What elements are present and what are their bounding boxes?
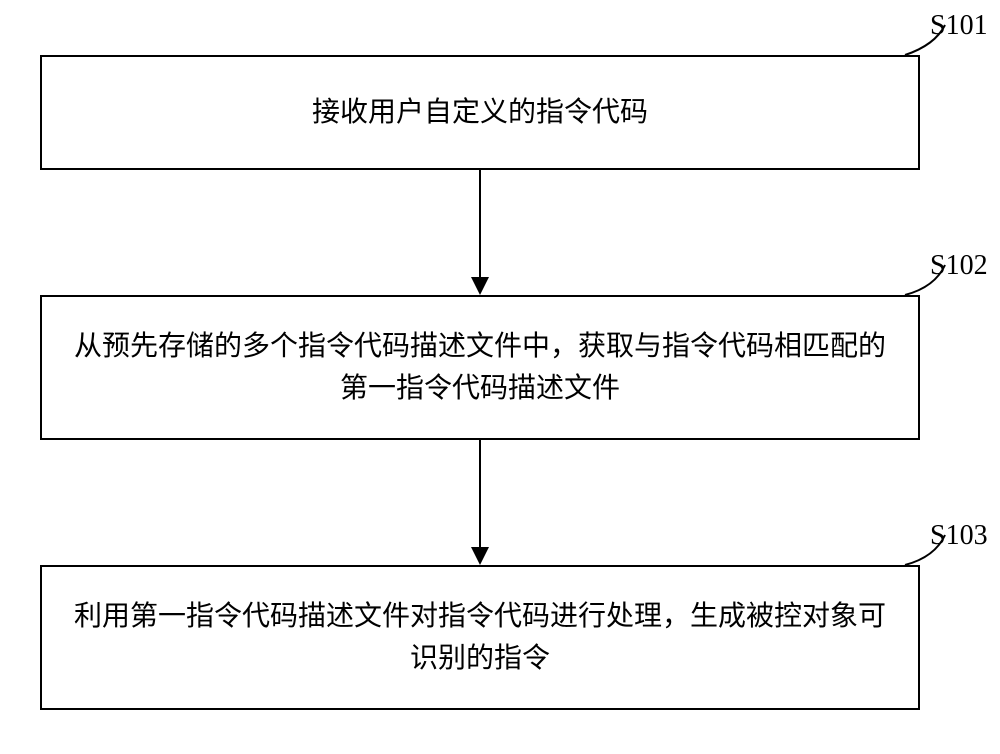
arrow-s102-s103 bbox=[479, 440, 481, 547]
step-box-s102: 从预先存储的多个指令代码描述文件中，获取与指令代码相匹配的第一指令代码描述文件 bbox=[40, 295, 920, 440]
arrow-head-s101-s102 bbox=[471, 277, 489, 295]
flowchart-canvas: 接收用户自定义的指令代码 S101 从预先存储的多个指令代码描述文件中，获取与指… bbox=[0, 0, 1000, 754]
arrow-head-s102-s103 bbox=[471, 547, 489, 565]
step-text: 利用第一指令代码描述文件对指令代码进行处理，生成被控对象可识别的指令 bbox=[62, 596, 898, 680]
step-label-s101: S101 bbox=[930, 10, 988, 42]
arrow-s101-s102 bbox=[479, 170, 481, 277]
step-label-s102: S102 bbox=[930, 250, 988, 282]
step-box-s101: 接收用户自定义的指令代码 bbox=[40, 55, 920, 170]
step-text: 从预先存储的多个指令代码描述文件中，获取与指令代码相匹配的第一指令代码描述文件 bbox=[62, 326, 898, 410]
step-text: 接收用户自定义的指令代码 bbox=[312, 92, 648, 134]
step-box-s103: 利用第一指令代码描述文件对指令代码进行处理，生成被控对象可识别的指令 bbox=[40, 565, 920, 710]
step-label-s103: S103 bbox=[930, 520, 988, 552]
